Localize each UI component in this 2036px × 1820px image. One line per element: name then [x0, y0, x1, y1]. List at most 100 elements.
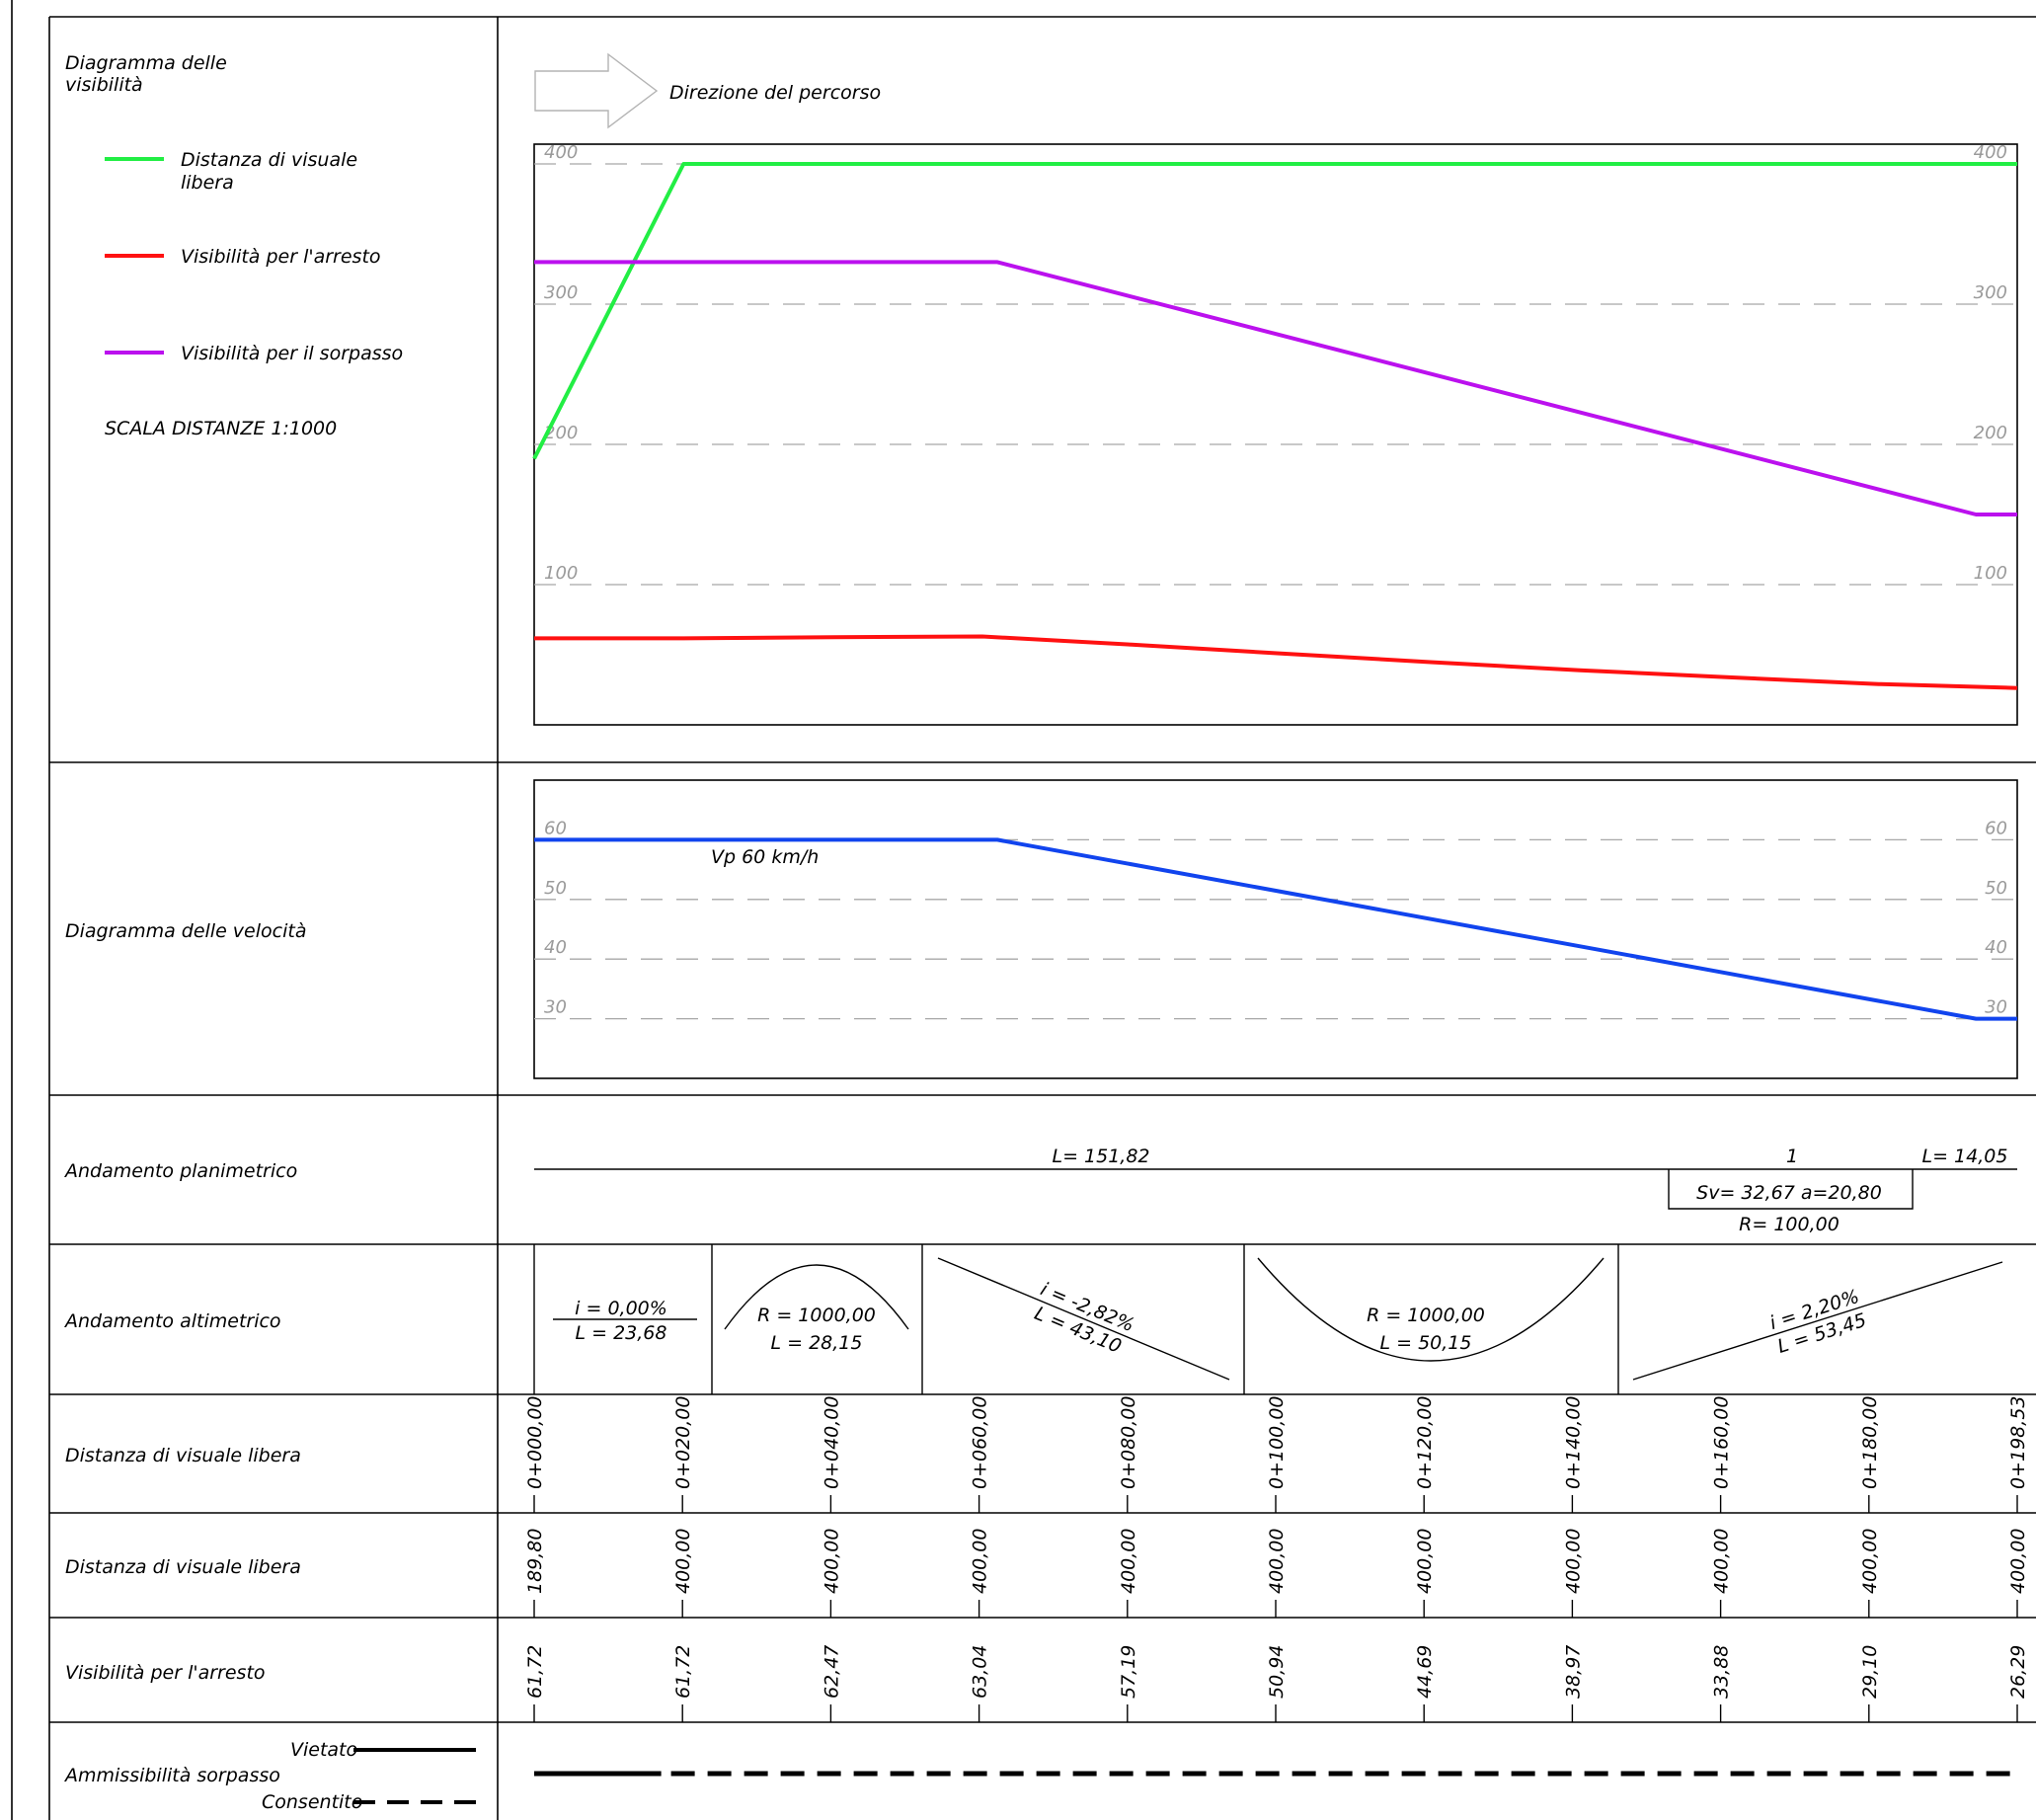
station-label: 0+060,00 [970, 1396, 991, 1490]
free-sight-row-label: Distanza di visuale libera [65, 1556, 301, 1578]
stop-row-label: Visibilità per l'arresto [65, 1662, 266, 1684]
stop-value: 50,94 [1266, 1645, 1288, 1699]
legend-label-overtake: Visibilità per il sorpasso [181, 343, 403, 364]
visibility-ytick-left: 200 [544, 423, 578, 443]
station-label: 0+000,00 [524, 1396, 546, 1490]
curve-index: 1 [1786, 1146, 1798, 1167]
station-label: 0+160,00 [1711, 1396, 1733, 1490]
seg1-length: L = 23,68 [576, 1322, 667, 1344]
free-sight-value: 400,00 [970, 1529, 991, 1594]
value-rows: 0+000,00 0+020,00 0+040,00 0+060,00 0+080,00… [524, 1396, 2029, 1722]
stop-value: 38,97 [1562, 1645, 1584, 1699]
stop-value: 63,04 [970, 1645, 991, 1699]
altimetric-profile [533, 1244, 2003, 1394]
seg2-radius: R = 1000,00 [757, 1305, 876, 1326]
visibility-diagram-label-1: Diagramma delle [65, 52, 227, 74]
speed-diagram-label: Diagramma delle velocità [65, 920, 306, 942]
curve-box [1668, 1169, 1914, 1210]
free-sight-value: 400,00 [1711, 1529, 1733, 1594]
curve-radius: R= 100,00 [1739, 1214, 1840, 1235]
speed-ytick-right: 50 [1985, 878, 2007, 899]
altimetric-label: Andamento altimetrico [63, 1310, 281, 1332]
legend-label-free-sight-2: libera [181, 172, 234, 194]
visibility-ytick-right: 100 [1974, 563, 2007, 584]
speed-note: Vp 60 km/h [711, 846, 819, 868]
tangent-1-length: L= 151,82 [1052, 1146, 1149, 1167]
station-label: 0+040,00 [821, 1396, 842, 1490]
visibility-ytick-right: 300 [1974, 282, 2007, 303]
seg4-length: L = 50,15 [1380, 1332, 1472, 1354]
stop-value: 44,69 [1414, 1645, 1436, 1699]
speed-ytick-left: 60 [544, 818, 567, 838]
free-sight-value: 400,00 [1266, 1529, 1288, 1594]
tangent-2-length: L= 14,05 [1922, 1146, 2008, 1167]
overtake-line [534, 260, 2017, 516]
speed-ytick-left: 50 [544, 878, 567, 899]
stations-row-label: Distanza di visuale libera [65, 1445, 301, 1466]
stop-value: 33,88 [1711, 1645, 1733, 1699]
visibility-ytick-right: 200 [1974, 423, 2007, 443]
overtake-row-label: Ammissibilità sorpasso [63, 1765, 280, 1786]
speed-ytick-right: 40 [1985, 937, 2007, 958]
planimetric-labels: L= 151,82 1 L= 14,05 Sv= 32,67 a=20,80 R… [1052, 1146, 2007, 1235]
stop-value: 62,47 [821, 1645, 842, 1699]
free-sight-value: 400,00 [1118, 1529, 1139, 1594]
stop-line [534, 634, 2018, 690]
free-sight-value: 189,80 [524, 1529, 546, 1594]
crest-curve [724, 1264, 909, 1330]
planimetric-label: Andamento planimetrico [63, 1160, 297, 1182]
free-sight-value: 400,00 [2007, 1529, 2029, 1594]
direction-label: Direzione del percorso [669, 82, 881, 104]
speed-line [534, 837, 2017, 1021]
station-label: 0+198,53 [2007, 1396, 2029, 1490]
stop-value: 61,72 [524, 1645, 546, 1699]
visibility-chart: 100 100 200 200 300 300 400 400 [532, 142, 2018, 726]
station-label: 0+020,00 [672, 1396, 694, 1490]
curve-params: Sv= 32,67 a=20,80 [1696, 1182, 1882, 1204]
legend-label-free-sight-1: Distanza di visuale [181, 149, 357, 171]
grade-line-5 [1632, 1261, 2003, 1381]
grade-line-3 [937, 1257, 1230, 1381]
scale-label: SCALA DISTANZE 1:1000 [105, 418, 337, 439]
speed-ytick-left: 30 [544, 997, 567, 1018]
stop-value: 29,10 [1859, 1645, 1881, 1699]
forbidden-label: Vietato [290, 1739, 357, 1761]
visibility-diagram-label-2: visibilità [65, 74, 143, 96]
free-sight-line [532, 162, 2017, 460]
left-labels: Diagramma delle visibilità Distanza di v… [63, 52, 403, 1813]
visibility-ytick-left: 400 [544, 142, 578, 163]
station-label: 0+100,00 [1266, 1396, 1288, 1490]
free-sight-value: 400,00 [821, 1529, 842, 1594]
legend-label-stop: Visibilità per l'arresto [181, 246, 381, 268]
free-sight-value: 400,00 [1414, 1529, 1436, 1594]
seg4-radius: R = 1000,00 [1367, 1305, 1485, 1326]
free-sight-value: 400,00 [1562, 1529, 1584, 1594]
station-label: 0+140,00 [1562, 1396, 1584, 1490]
speed-ytick-left: 40 [544, 937, 567, 958]
seg1-grade: i = 0,00% [575, 1298, 667, 1319]
stop-value: 61,72 [672, 1645, 694, 1699]
stop-value: 57,19 [1118, 1645, 1139, 1699]
visibility-ytick-left: 100 [544, 563, 578, 584]
seg2-length: L = 28,15 [771, 1332, 863, 1354]
station-label: 0+180,00 [1859, 1396, 1881, 1490]
visibility-ytick-left: 300 [544, 282, 578, 303]
speed-ytick-right: 30 [1985, 997, 2007, 1018]
station-label: 0+080,00 [1118, 1396, 1139, 1490]
planimetric-profile [534, 1168, 2017, 1210]
station-label: 0+120,00 [1414, 1396, 1436, 1490]
altimetric-labels: i = 0,00% L = 23,68 R = 1000,00 L = 28,1… [575, 1278, 1869, 1358]
free-sight-value: 400,00 [1859, 1529, 1881, 1594]
allowed-label: Consentito [262, 1791, 362, 1813]
speed-ytick-right: 60 [1985, 818, 2007, 838]
speed-chart: 30 30 40 40 50 50 60 60 Vp 60 km/h [533, 779, 2018, 1079]
free-sight-value: 400,00 [672, 1529, 694, 1594]
stop-value: 26,29 [2007, 1645, 2029, 1699]
table-frame [11, 0, 2036, 1820]
visibility-ytick-right: 400 [1974, 142, 2007, 163]
visibility-chart-frame [533, 143, 2018, 726]
sag-curve [1257, 1257, 1605, 1362]
speed-chart-frame [533, 779, 2018, 1079]
direction-arrow-icon [534, 52, 659, 129]
